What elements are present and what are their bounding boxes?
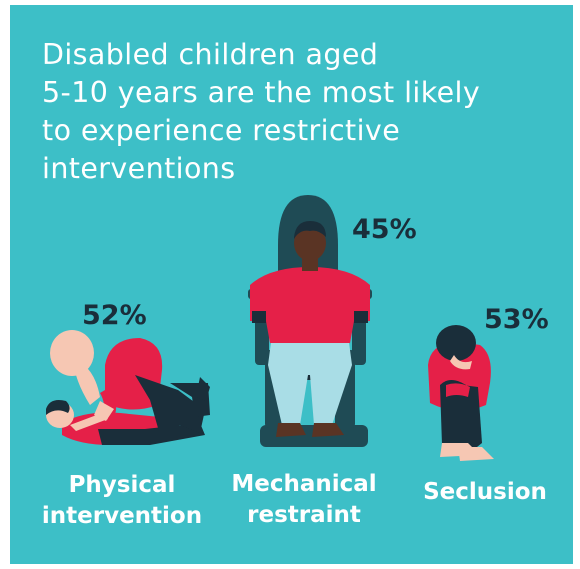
title-line: Disabled children aged [42,38,379,71]
illustrations [46,195,494,461]
child-lying-figure [46,400,205,445]
title-line: interventions [42,152,236,185]
infographic-panel: Disabled children aged 5-10 years are th… [10,5,573,564]
seated-child-figure [250,221,370,437]
label-line: Seclusion [423,479,547,505]
label-line: restraint [247,502,361,528]
label-line: intervention [41,503,203,529]
mechanical-restraint-percent: 45% [352,214,417,245]
adult-kneeling-figure [50,330,210,435]
label-line: Physical [68,472,176,498]
physical-intervention-illustration [46,330,210,445]
mechanical-restraint-illustration [248,195,372,447]
seclusion-percent: 53% [484,304,549,335]
title-line: to experience restrictive [42,114,401,147]
physical-intervention-percent: 52% [82,300,147,331]
title-line: 5-10 years are the most likely [42,76,481,109]
label-line: Mechanical [231,471,377,497]
seclusion-label: Seclusion [410,477,560,508]
infographic-title: Disabled children aged 5-10 years are th… [42,36,552,188]
physical-intervention-label: Physical intervention [32,470,212,532]
mechanical-restraint-label: Mechanical restraint [218,469,390,531]
crouching-child-figure [428,325,494,461]
seclusion-illustration [428,325,494,461]
